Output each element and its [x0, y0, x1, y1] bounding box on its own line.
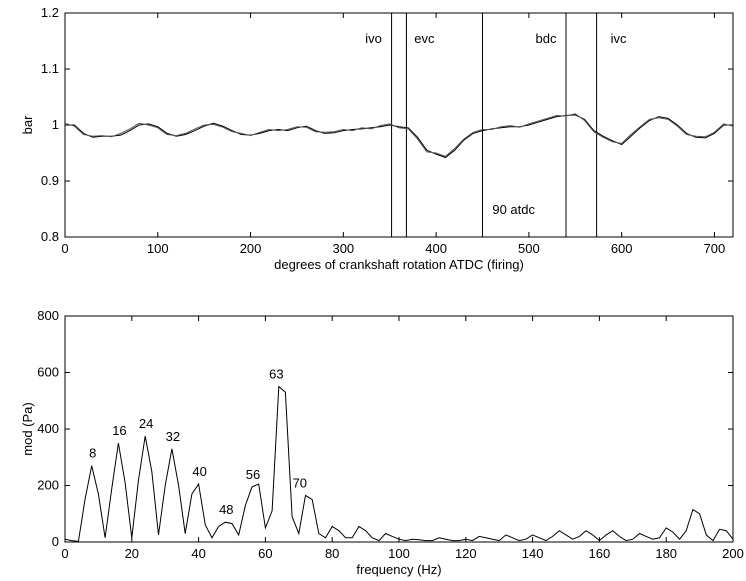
chart-2-y-tick-label: 600 — [37, 365, 59, 380]
chart-1-x-tick-label: 400 — [425, 241, 447, 256]
chart-1-marker-label: ivo — [365, 31, 382, 46]
chart-2-peak-label: 56 — [246, 467, 260, 482]
chart-2-y-tick-label: 0 — [52, 534, 59, 549]
chart-2-y-tick-label: 800 — [37, 308, 59, 323]
chart-1-annotation: 90 atdc — [492, 202, 535, 217]
chart-1-y-tick-label: 1.1 — [41, 61, 59, 76]
chart-1-x-tick-label: 600 — [611, 241, 633, 256]
chart-1-x-tick-label: 200 — [240, 241, 262, 256]
chart-2-peak-label: 32 — [166, 429, 180, 444]
chart-2-peak-label: 24 — [139, 416, 153, 431]
chart-1-plot-frame — [64, 12, 734, 238]
chart-2-x-tick-label: 40 — [191, 546, 205, 561]
chart-2-x-axis-label: frequency (Hz) — [356, 562, 441, 577]
chart-2-series-1-line — [64, 385, 734, 542]
chart-1-series-1-line — [65, 114, 733, 159]
chart-2-x-tick-label: 20 — [125, 546, 139, 561]
chart-2-x-tick-label: 100 — [388, 546, 410, 561]
chart-1-x-tick-label: 100 — [147, 241, 169, 256]
chart-2-y-axis-label: mod (Pa) — [20, 402, 35, 455]
chart-2-x-tick-label: 80 — [325, 546, 339, 561]
chart-1-y-tick-label: 0.8 — [41, 229, 59, 244]
chart-2-peak-label: 70 — [293, 475, 307, 490]
chart-1-y-tick-label: 0.9 — [41, 173, 59, 188]
chart-1-x-tick-label: 0 — [61, 241, 68, 256]
chart-2-x-tick-label: 200 — [722, 546, 744, 561]
chart-2-x-tick-label: 60 — [258, 546, 272, 561]
chart-1-x-tick-label: 500 — [518, 241, 540, 256]
chart-2-peak-label: 63 — [269, 367, 283, 382]
chart-2-x-tick-label: 140 — [522, 546, 544, 561]
chart-1-y-tick-label: 1 — [52, 117, 59, 132]
chart-2-y-tick-label: 200 — [37, 478, 59, 493]
chart-2-x-tick-label: 120 — [455, 546, 477, 561]
chart-1-series-2-line — [64, 113, 734, 157]
chart-1-marker-label: evc — [414, 31, 435, 46]
chart-1-x-tick-label: 300 — [332, 241, 354, 256]
chart-2-peak-label: 40 — [192, 464, 206, 479]
chart-2-x-tick-label: 160 — [589, 546, 611, 561]
chart-1-marker-label: bdc — [536, 31, 557, 46]
chart-1-y-tick-label: 1.2 — [41, 5, 59, 20]
chart-2-peak-label: 8 — [89, 446, 96, 461]
chart-1-marker-label: ivc — [611, 31, 627, 46]
chart-1-x-tick-label: 700 — [704, 241, 726, 256]
chart-2-peak-label: 48 — [219, 502, 233, 517]
chart-1-x-axis-label: degrees of crankshaft rotation ATDC (fir… — [274, 257, 524, 272]
chart-2-x-tick-label: 180 — [655, 546, 677, 561]
chart-2-peak-label: 16 — [112, 423, 126, 438]
chart-2-y-tick-label: 400 — [37, 421, 59, 436]
chart-2-x-tick-label: 0 — [61, 546, 68, 561]
chart-1-y-axis-label: bar — [20, 115, 35, 134]
